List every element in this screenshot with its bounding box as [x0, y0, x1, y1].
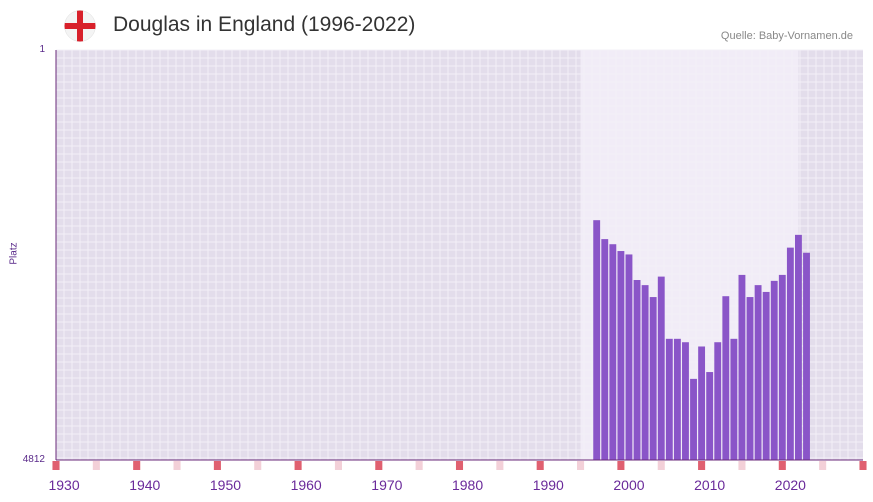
bar-2014 [738, 274, 746, 460]
bar-1999 [617, 251, 625, 460]
bar-2019 [778, 274, 786, 460]
year-marker-1934 [92, 461, 100, 470]
year-marker-1944 [173, 461, 181, 470]
bar-1998 [609, 244, 617, 460]
decade-marker-1999 [617, 461, 625, 470]
bar-2001 [633, 280, 641, 460]
bar-2018 [770, 280, 778, 460]
year-marker-2014 [738, 461, 746, 470]
bar-2009 [698, 346, 706, 460]
y-axis-top-label: 1 [39, 44, 45, 55]
x-tick-label-1970: 1970 [371, 477, 402, 493]
decade-marker-1959 [294, 461, 302, 470]
year-marker-1954 [254, 461, 262, 470]
year-marker-1964 [334, 461, 342, 470]
decade-marker-1939 [133, 461, 141, 470]
decade-marker-1989 [536, 461, 544, 470]
year-marker-2024 [819, 461, 827, 470]
decade-marker-2029 [859, 461, 867, 470]
decade-marker-2019 [778, 461, 786, 470]
bar-2022 [803, 252, 810, 460]
decade-marker-1929 [52, 461, 60, 470]
x-tick-label-1960: 1960 [291, 477, 322, 493]
bar-2012 [722, 296, 730, 460]
decade-marker-1949 [213, 461, 221, 470]
bar-2017 [762, 291, 770, 460]
header: Douglas in England (1996-2022) Quelle: B… [0, 0, 873, 50]
bar-2008 [690, 378, 697, 460]
decade-marker-2009 [698, 461, 706, 470]
decade-marker-1969 [375, 461, 383, 470]
x-tick-label-1980: 1980 [452, 477, 483, 493]
bar-2000 [625, 254, 633, 460]
bar-2006 [673, 338, 681, 460]
decade-marker-1979 [455, 461, 464, 470]
bar-2003 [649, 297, 657, 460]
x-tick-label-2010: 2010 [694, 477, 725, 493]
x-tick-label-2000: 2000 [613, 477, 644, 493]
chart-title: Douglas in England (1996-2022) [113, 13, 416, 36]
year-marker-2004 [657, 461, 665, 470]
bar-2002 [641, 285, 649, 460]
bar-2021 [795, 234, 802, 460]
bar-1996 [593, 220, 601, 460]
year-marker-1984 [496, 461, 504, 470]
source-credit: Quelle: Baby-Vornamen.de [720, 30, 853, 42]
bar-2020 [786, 247, 794, 460]
year-marker-1994 [577, 461, 585, 470]
bar-2007 [682, 342, 689, 460]
bar-2004 [657, 276, 665, 460]
x-tick-label-1990: 1990 [533, 477, 564, 493]
bar-2010 [706, 372, 714, 460]
x-tick-label-1940: 1940 [129, 477, 160, 493]
bar-1997 [601, 239, 609, 460]
y-axis-bottom-label: 4812 [22, 454, 45, 465]
highlight-band [580, 50, 799, 460]
x-tick-label-1930: 1930 [48, 477, 79, 493]
bar-2005 [665, 338, 673, 460]
bar-2015 [746, 297, 754, 460]
x-tick-label-1950: 1950 [210, 477, 241, 493]
x-tick-label-2020: 2020 [775, 477, 806, 493]
bar-2011 [714, 342, 722, 460]
bar-2016 [754, 285, 762, 460]
year-marker-1974 [415, 461, 423, 470]
bar-2013 [730, 338, 738, 460]
england-flag-icon [64, 10, 96, 42]
